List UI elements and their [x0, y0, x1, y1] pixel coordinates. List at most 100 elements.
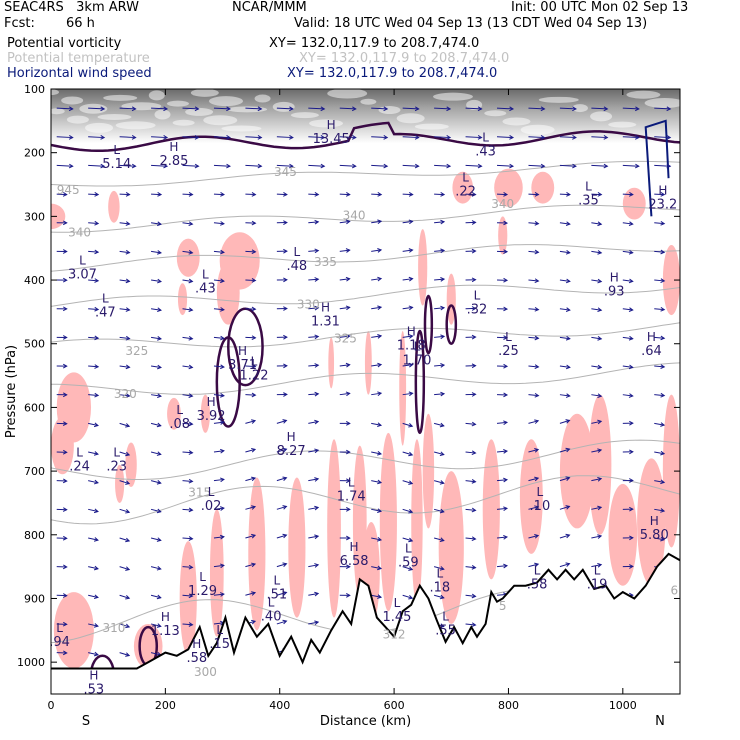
wind-arrowhead	[351, 106, 357, 112]
wind-arrowhead	[345, 362, 351, 368]
wind-arrow	[308, 221, 319, 224]
wind-arrowhead	[94, 364, 100, 369]
wind-arrow	[150, 451, 161, 455]
wind-arrow	[339, 164, 356, 167]
extremum-letter: L	[294, 245, 301, 259]
stratosphere-texture	[61, 96, 84, 105]
extremum-letter: L	[199, 570, 206, 584]
wind-arrowhead	[629, 506, 634, 512]
wind-arrow	[371, 220, 382, 224]
stratosphere-texture	[608, 121, 637, 128]
wind-arrow	[88, 107, 105, 110]
isentrope-label: 340	[491, 197, 514, 211]
wind-arrowhead	[125, 335, 131, 341]
wind-arrow	[213, 308, 224, 311]
wind-arrowhead	[100, 135, 106, 140]
field1-xy: XY= 132.0,117.9 to 208.7,474.0	[269, 36, 480, 51]
extremum-value: .43	[475, 145, 496, 160]
wind-arrowhead	[414, 135, 420, 140]
wind-arrow	[465, 537, 476, 540]
wind-arrowhead	[377, 594, 383, 599]
wind-arrow	[213, 222, 224, 225]
wind-arrowhead	[62, 306, 68, 312]
wind-arrowhead	[628, 221, 634, 226]
extremum-letter: H	[169, 140, 178, 154]
positive-fill-region	[418, 229, 428, 306]
wind-arrowhead	[62, 277, 68, 283]
wind-arrowhead	[62, 535, 68, 541]
wind-arrowhead	[125, 566, 131, 571]
extremum-value: .24	[69, 460, 90, 475]
wind-arrowhead	[314, 620, 320, 626]
wind-arrow	[213, 536, 224, 539]
wind-arrowhead	[125, 249, 131, 255]
wind-arrow	[434, 364, 445, 367]
wind-arrow	[654, 250, 665, 253]
wind-arrowhead	[628, 307, 634, 312]
pv-contour	[445, 304, 458, 345]
wind-arrow	[402, 220, 413, 224]
wind-arrowhead	[565, 393, 571, 398]
wind-arrowhead	[188, 564, 194, 570]
wind-arrow	[182, 566, 193, 568]
extremum-letter: H	[192, 637, 201, 651]
wind-arrowhead	[565, 447, 571, 453]
wind-arrowhead	[194, 106, 200, 112]
wind-arrowhead	[94, 249, 100, 255]
wind-arrow	[402, 364, 413, 367]
wind-arrow	[182, 480, 193, 482]
extremum-letter: L	[414, 339, 421, 353]
isentrope-line	[51, 284, 680, 307]
wind-arrowhead	[660, 220, 666, 226]
wind-arrow	[433, 480, 444, 484]
isentrope-label: 315	[188, 486, 211, 500]
wind-arrow	[433, 451, 444, 456]
extremum-letter: L	[537, 485, 544, 499]
wind-arrowhead	[471, 306, 477, 311]
wind-arrow	[496, 107, 514, 110]
wind-arrow	[56, 136, 73, 139]
wind-arrowhead	[157, 221, 162, 227]
wind-arrowhead	[93, 623, 99, 628]
wind-arrowhead	[219, 592, 225, 597]
wind-arrowhead	[320, 135, 326, 140]
wind-arrowhead	[194, 135, 200, 140]
wind-arrowhead	[219, 448, 225, 454]
wind-arrow	[308, 506, 319, 510]
wind-arrow	[433, 594, 444, 599]
wind-arrow	[622, 136, 639, 139]
extremum-value: .23	[106, 460, 127, 475]
wind-arrowhead	[471, 277, 477, 283]
wind-arrow	[182, 508, 193, 511]
wind-arrow	[528, 365, 539, 368]
wind-arrowhead	[156, 565, 162, 571]
extremum-letter: L	[102, 292, 109, 306]
wind-arrowhead	[131, 106, 137, 112]
wind-arrow	[465, 136, 482, 139]
wind-arrow	[213, 164, 230, 167]
wind-arrowhead	[125, 595, 131, 600]
positive-fill-region	[179, 541, 197, 656]
positive-fill-region	[115, 464, 125, 503]
wind-arrowhead	[471, 507, 477, 513]
wind-arrowhead	[408, 334, 414, 339]
extremum-value: .58	[527, 578, 548, 593]
y-tick-label: 800	[24, 529, 45, 542]
wind-arrow	[559, 107, 576, 110]
wind-arrow	[622, 394, 633, 397]
wind-arrowhead	[440, 363, 446, 368]
wind-arrowhead	[446, 106, 452, 112]
wind-arrowhead	[163, 163, 169, 169]
wind-arrowhead	[660, 422, 666, 427]
wind-arrowhead	[377, 536, 383, 542]
wind-arrow	[308, 250, 319, 252]
wind-arrowhead	[346, 535, 351, 541]
wind-arrow	[371, 537, 382, 541]
positive-fill-region	[248, 477, 266, 631]
wind-arrowhead	[314, 391, 320, 397]
wind-arrowhead	[220, 307, 225, 312]
wind-arrowhead	[257, 135, 263, 140]
extremum-value: .93	[604, 285, 625, 300]
extremum-letter: L	[442, 609, 449, 623]
wind-arrowhead	[603, 163, 609, 169]
